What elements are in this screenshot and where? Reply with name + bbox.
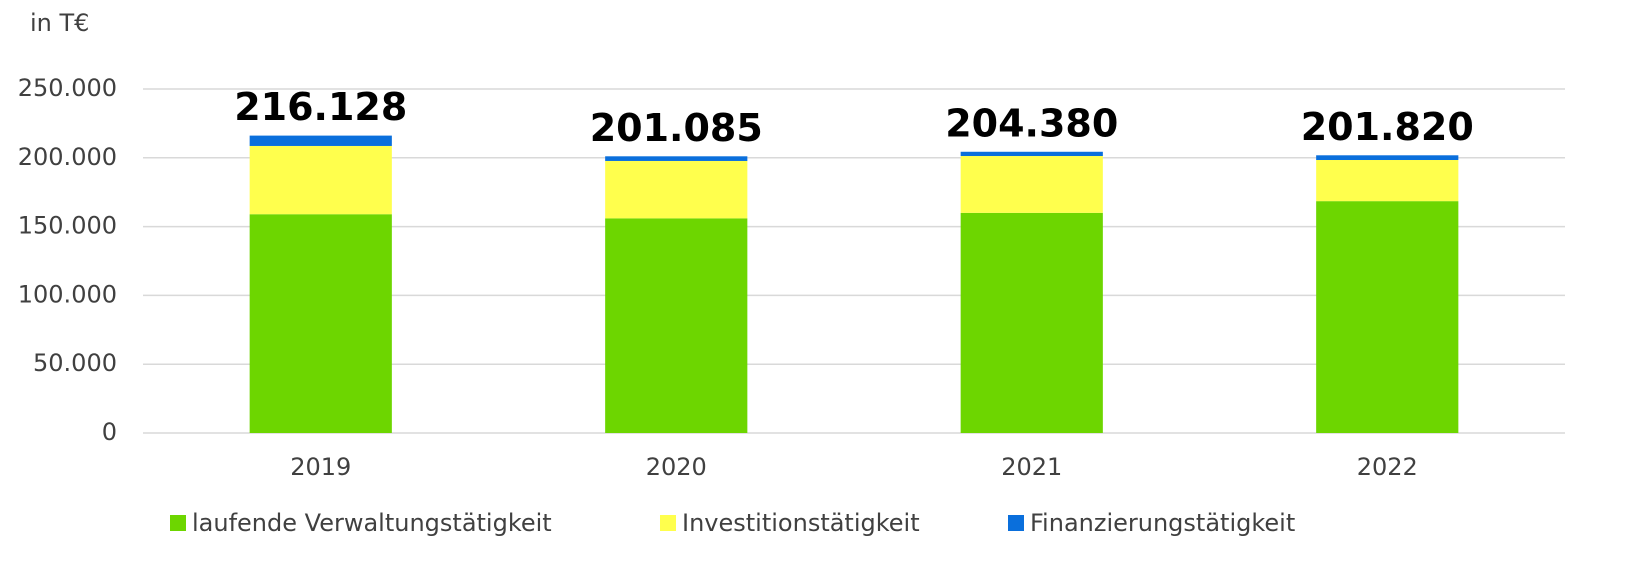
legend-label: laufende Verwaltungstätigkeit — [192, 509, 552, 537]
x-tick-label: 2021 — [1001, 453, 1062, 481]
bar-segment — [605, 218, 748, 433]
total-label: 201.085 — [590, 106, 763, 150]
x-tick-label: 2022 — [1357, 453, 1418, 481]
bar-segment — [249, 135, 392, 146]
y-tick-label: 50.000 — [33, 349, 117, 377]
bar-segment — [249, 145, 392, 215]
y-axis-label: in T€ — [30, 9, 89, 37]
bar-segment — [960, 212, 1103, 433]
legend-swatch — [660, 515, 676, 531]
bar-segment — [605, 160, 748, 219]
y-tick-label: 150.000 — [18, 212, 117, 240]
total-label: 201.820 — [1301, 105, 1474, 149]
y-tick-label: 0 — [102, 418, 117, 446]
y-tick-label: 250.000 — [18, 74, 117, 102]
legend-swatch — [170, 515, 186, 531]
legend-label: Finanzierungstätigkeit — [1030, 509, 1295, 537]
legend-label: Investitionstätigkeit — [682, 509, 920, 537]
x-tick-label: 2020 — [646, 453, 707, 481]
total-label: 216.128 — [234, 85, 407, 129]
bar-segment — [1316, 201, 1459, 433]
total-label: 204.380 — [945, 101, 1118, 145]
bar-segment — [960, 151, 1103, 157]
bar-segment — [960, 156, 1103, 213]
bar-segment — [249, 214, 392, 433]
legend-swatch — [1008, 515, 1024, 531]
y-tick-label: 200.000 — [18, 143, 117, 171]
y-tick-label: 100.000 — [18, 280, 117, 308]
bar-segment — [1316, 160, 1459, 202]
bar-segment — [1316, 155, 1459, 161]
x-tick-label: 2019 — [290, 453, 351, 481]
bar-segment — [605, 156, 748, 161]
